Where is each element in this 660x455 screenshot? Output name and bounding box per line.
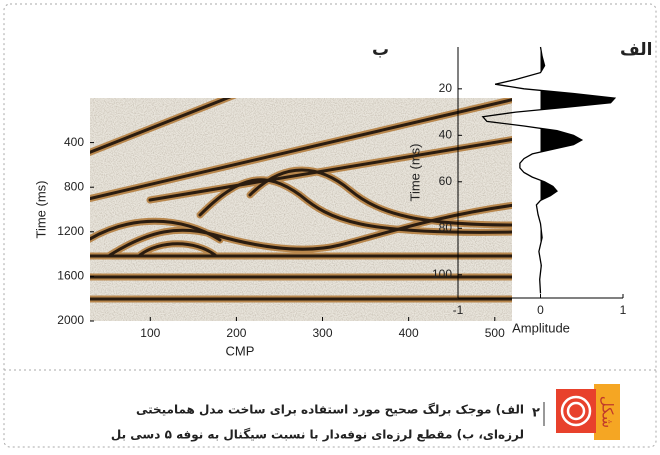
x-axis-label: CMP [226,343,255,358]
caption-line: الف) موجک برلگ صحیح مورد استفاده برای سا… [136,403,524,418]
y-tick-label: 800 [64,179,84,193]
icon-text: شکل [599,396,617,428]
y-tick-label: 400 [64,135,84,149]
positive-fill [540,47,615,294]
y-axis-label: Time (ms) [407,143,422,201]
y-tick-label: 20 [439,81,453,95]
x-tick-label: 500 [485,326,505,340]
x-tick-label: 1 [620,303,627,317]
panel-label: الف [620,40,652,60]
y-tick-label: 1600 [57,269,84,283]
wavelet-line [481,46,617,294]
y-tick-label: 1200 [57,224,84,238]
y-axis-label: Time (ms) [33,180,48,238]
x-tick-label: 0 [537,303,544,317]
seismic-section [90,98,512,321]
caption-icon: شکل [556,384,620,440]
x-tick-label: -1 [453,303,464,317]
y-tick-label: 60 [439,174,453,188]
x-tick-label: 400 [399,326,419,340]
y-tick-label: 80 [439,220,453,234]
x-tick-label: 100 [140,326,160,340]
border [3,3,657,448]
x-axis-label: Amplitude [512,320,570,335]
y-tick-label: 100 [432,267,452,281]
caption-number: ۲ [532,406,540,421]
panel-label: ب [372,40,389,60]
x-tick-label: 300 [313,326,333,340]
caption-line: لرزه‌ای، ب) مقطع لرزه‌ای نوفه‌دار با نسب… [111,428,524,443]
y-tick-label: 40 [439,127,453,141]
x-tick-label: 200 [226,326,246,340]
y-tick-label: 2000 [57,313,84,327]
